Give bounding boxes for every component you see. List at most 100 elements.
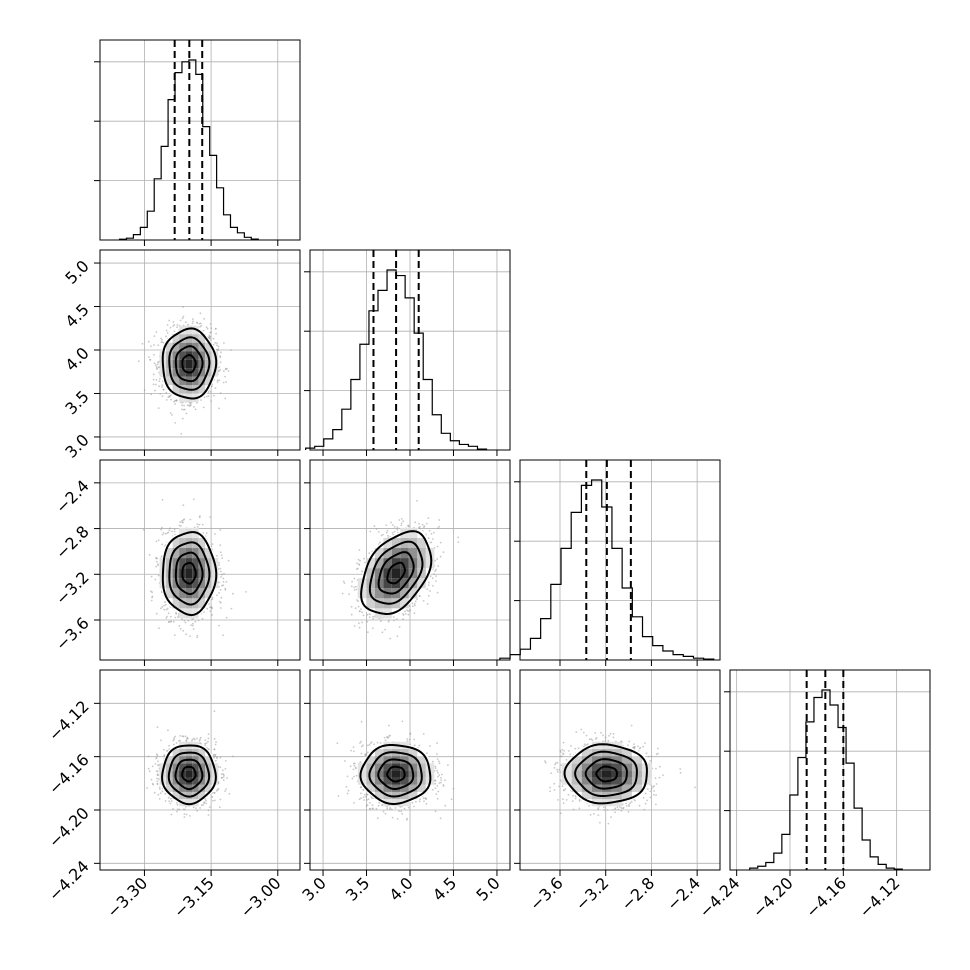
density-cell [391,799,401,807]
sample-point [219,551,222,554]
sample-point [612,733,615,735]
sample-point [569,753,572,756]
sample-point [204,742,206,745]
sample-point [161,384,164,386]
sample-point [401,720,404,723]
sample-point [589,814,592,816]
sample-point [406,740,409,742]
density-cell [166,756,173,764]
density-cell [172,598,180,609]
density-cell [642,777,653,785]
sample-point [222,776,225,778]
sample-point [431,584,434,587]
sample-point [564,788,567,790]
sample-point [594,732,597,734]
sample-point [585,734,588,737]
sample-point [149,359,151,361]
sample-point [400,522,403,525]
sample-point [172,325,175,327]
sample-point [171,530,173,533]
sample-point [175,612,177,614]
sample-point [383,736,386,739]
sample-point [606,809,609,811]
sample-point [230,349,232,351]
density-cell [172,385,180,394]
sample-point [220,576,222,578]
density-cell [172,368,180,377]
sample-point [211,795,214,798]
sample-point [389,637,392,640]
sample-point [591,739,594,741]
density-cell [172,784,180,792]
y-tick-label: 4.0 [61,343,92,374]
sample-point [213,394,215,397]
sample-point [219,756,222,759]
sample-point [146,787,149,789]
grid [100,460,300,660]
sample-point [634,745,636,748]
sample-point [426,752,428,755]
sample-point [435,793,438,796]
density-cell [198,588,206,599]
sample-point [388,735,391,737]
density-cell [179,763,186,771]
sample-point [153,362,156,365]
sample-point [174,616,177,619]
sample-point [350,613,353,616]
sample-point [562,798,564,801]
density-cell [179,558,186,569]
density-cell [383,537,392,548]
sample-point [154,578,157,581]
sample-point [360,792,362,795]
sample-point [425,522,428,525]
density-cell [198,558,206,569]
sample-point [217,370,220,373]
sample-point [219,766,222,769]
sample-point [180,433,183,435]
sample-point [553,767,556,769]
sample-point [603,809,606,811]
sample-point [183,816,186,818]
density-cell [185,770,193,778]
density-cell [185,598,193,609]
sample-point [431,538,434,540]
contour-line [386,561,406,585]
density-cell [185,568,193,579]
sample-point [413,612,416,615]
sample-point [184,735,187,738]
sample-point [603,806,605,809]
sample-point [644,802,647,805]
sample-point [590,738,593,740]
sample-point [559,749,562,752]
sample-point [436,769,439,772]
sample-point [419,798,421,801]
sample-point [202,804,205,806]
sample-point [168,319,170,322]
sample-point [407,806,410,809]
sample-point [206,607,209,610]
contour-line [161,744,217,806]
sample-point [580,728,583,731]
sample-point [196,401,198,404]
sample-point [192,498,195,501]
sample-point [608,734,610,737]
sample-point [625,805,628,807]
sample-point [202,329,205,332]
sample-point [655,783,658,785]
sample-point [155,331,158,333]
sample-point [385,524,388,526]
sample-point [222,580,225,583]
density-cell [408,791,418,800]
sample-point [372,627,374,630]
sample-point [172,321,175,323]
sample-point [457,541,460,543]
sample-point [597,807,600,809]
sample-point [193,406,195,408]
sample-point [644,742,646,744]
sample-point [395,618,398,620]
density-cell [185,325,193,335]
sample-point [391,816,394,819]
sample-point [366,620,369,623]
density-cell [192,756,199,764]
sample-point [366,804,369,806]
